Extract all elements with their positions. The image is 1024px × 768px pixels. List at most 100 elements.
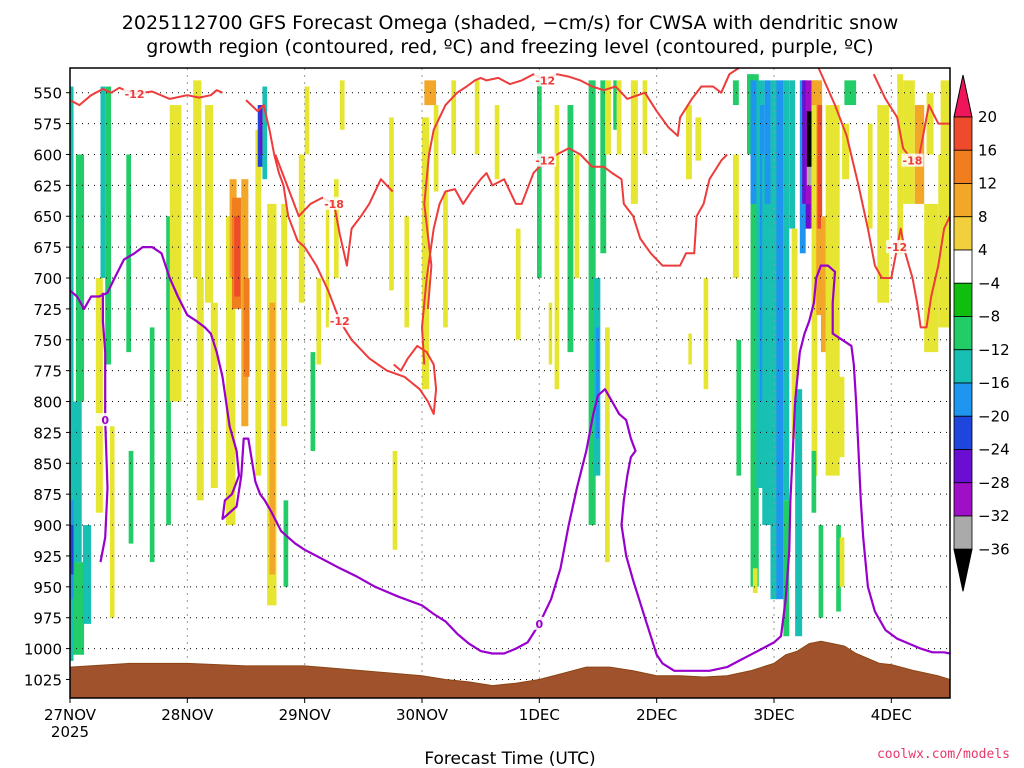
omega-cell-2 (70, 525, 75, 575)
y-tick-label-900: 900 (33, 517, 62, 535)
omega-cell-101 (836, 525, 841, 612)
y-tick-label-825: 825 (33, 424, 62, 442)
x-tick-label-6: 3DEC (753, 706, 794, 724)
dgz-contour-2-label-bg (323, 196, 345, 210)
y-tick-label-750: 750 (33, 332, 62, 350)
y-axis: 550 575 600 625 650 675 700 725 750 775 800 825 850 8… (24, 85, 70, 689)
y-tick-label-650: 650 (33, 208, 62, 226)
omega-cell-25 (243, 278, 250, 377)
colorbar-bottom-arrow (953, 548, 973, 592)
chart-title-line-1: 2025112700 GFS Forecast Omega (shaded, −… (122, 12, 898, 34)
grid-layer (70, 68, 950, 698)
x-tick-label-3: 30NOV (396, 706, 449, 724)
colorbar-label-8: −16 (978, 374, 1010, 392)
omega-cell-82 (789, 80, 796, 229)
omega-cell-50 (494, 105, 500, 180)
omega-cell-66 (686, 105, 692, 180)
omega-cell-36 (310, 352, 316, 451)
omega-cell-106 (903, 80, 915, 204)
omega-cell-100 (818, 525, 824, 618)
dgz-contour-2-label: -18 (324, 198, 344, 211)
omega-cell-79 (776, 80, 784, 600)
dgz-contour-0-label-bg (123, 86, 146, 100)
omega-cell-35 (316, 278, 322, 365)
omega-cell-26 (255, 129, 262, 476)
x-tick-label-5: 2DEC (636, 706, 677, 724)
omega-cell-110 (940, 80, 950, 155)
terrain-layer (70, 640, 950, 698)
colorbar-top-arrow (953, 74, 973, 118)
omega-cell-44 (422, 117, 430, 390)
colorbar: 20 16 12 8 4 −4 −8 −12 −16 −20 −24 −28 −32 −36 (953, 74, 1010, 592)
omega-cell-40 (339, 80, 345, 130)
omega-cell-116 (752, 568, 758, 593)
omega-cell-10 (109, 426, 115, 618)
omega-cell-23 (234, 216, 241, 297)
omega-cell-7 (95, 278, 103, 513)
dgz-contour-3-label-bg (534, 153, 557, 167)
omega-cell-71 (747, 74, 753, 155)
colorbar-label-2: 12 (978, 175, 997, 193)
dgz-contour-6-label: -18 (903, 155, 923, 168)
omega-cell-64 (630, 80, 638, 204)
omega-cell-77 (764, 80, 771, 204)
x-tick-label-0: 27NOV (44, 706, 97, 724)
omega-cell-20 (226, 216, 236, 526)
dgz-contour-5-label: -12 (887, 241, 907, 254)
dgz-contour-6-label-bg (901, 153, 924, 167)
omega-cell-41 (389, 117, 394, 291)
omega-cell-63 (616, 80, 622, 155)
omega-cell-33 (283, 500, 289, 587)
x-tick-label-1: 28NOV (161, 706, 214, 724)
y-tick-label-775: 775 (33, 363, 62, 381)
freezing-contour-1-label-bg (94, 413, 117, 427)
y-tick-label-575: 575 (33, 116, 62, 134)
omega-cell-72 (750, 74, 759, 587)
dgz-contour-3 (421, 147, 728, 365)
omega-cell-3 (73, 562, 85, 655)
omega-cell-68 (703, 278, 709, 390)
omega-cell-69 (732, 154, 739, 278)
omega-cell-67 (695, 117, 702, 161)
omega-cell-48 (451, 80, 457, 155)
omega-cell-52 (536, 80, 542, 279)
y-tick-label-600: 600 (33, 146, 62, 164)
colorbar-band-10 (953, 449, 973, 484)
colorbar-band-3 (953, 216, 973, 251)
x-tick-sublabel-0: 2025 (51, 723, 89, 741)
omega-cell-54 (567, 105, 574, 353)
omega-cell-78 (770, 80, 778, 600)
omega-cell-103 (867, 123, 873, 229)
colorbar-label-4: 4 (978, 241, 988, 259)
dgz-contour-1-label: -12 (330, 315, 350, 328)
dgz-contour-0-label: -12 (125, 88, 145, 101)
dgz-contour-3-label: -12 (535, 155, 555, 168)
omega-cell-19 (210, 302, 218, 488)
omega-cell-65 (642, 80, 648, 155)
y-tick-label-800: 800 (33, 394, 62, 412)
colorbar-label-3: 8 (978, 208, 988, 226)
omega-cell-81 (783, 500, 790, 637)
freezing-contour-0 (70, 246, 950, 672)
colorbar-label-0: 20 (978, 108, 997, 126)
omega-cell-6 (82, 525, 92, 624)
omega-cell-49 (474, 80, 480, 155)
omega-cell-34 (298, 154, 305, 303)
omega-cell-113 (732, 80, 739, 106)
colorbar-band-8 (953, 382, 973, 417)
y-tick-label-875: 875 (33, 486, 62, 504)
omega-cell-17 (196, 278, 204, 501)
omega-cell-70 (736, 339, 742, 476)
omega-cell-88 (806, 111, 812, 167)
colorbar-band-12 (953, 515, 973, 550)
dgz-contour-2 (274, 154, 394, 267)
omega-cell-39 (304, 86, 310, 155)
colorbar-label-12: −32 (978, 507, 1010, 525)
omega-cell-104 (877, 105, 889, 303)
colorbar-band-9 (953, 415, 973, 450)
omega-cell-32 (281, 203, 288, 427)
terrain-fill (70, 640, 950, 698)
omega-cell-73 (750, 80, 758, 204)
y-tick-label-725: 725 (33, 301, 62, 319)
